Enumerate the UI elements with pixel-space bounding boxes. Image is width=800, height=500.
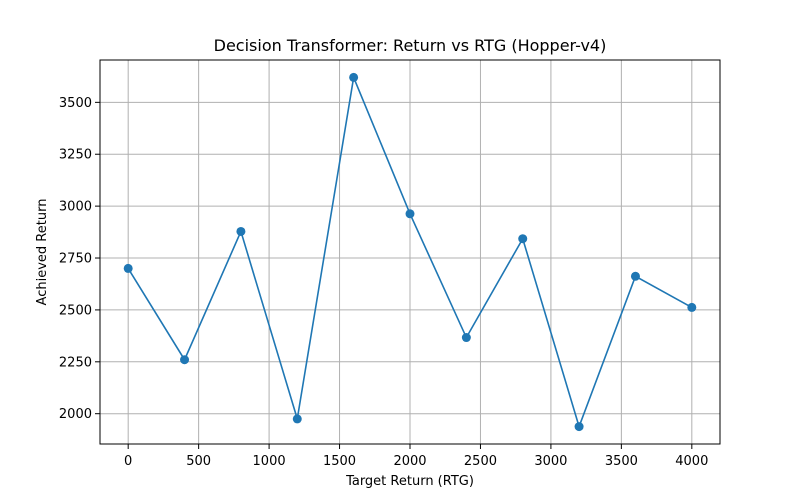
x-axis-ticks: 0 500 1000 1500 2000 2500 3000 3500 4000 bbox=[124, 444, 708, 469]
x-tick-label: 1500 bbox=[323, 454, 356, 469]
x-tick-label: 500 bbox=[186, 454, 211, 469]
y-tick-label: 3500 bbox=[59, 96, 92, 111]
chart-title: Decision Transformer: Return vs RTG (Hop… bbox=[214, 36, 607, 55]
y-tick-label: 2250 bbox=[59, 355, 92, 370]
y-tick-label: 3000 bbox=[59, 200, 92, 215]
data-point-2 bbox=[236, 226, 246, 236]
data-point-4 bbox=[349, 72, 359, 82]
grid bbox=[100, 60, 720, 444]
x-tick-label: 2500 bbox=[464, 454, 497, 469]
x-tick-label: 3000 bbox=[534, 454, 567, 469]
x-tick-label: 4000 bbox=[675, 454, 708, 469]
data-points bbox=[123, 72, 697, 432]
y-tick-label: 2500 bbox=[59, 303, 92, 318]
x-tick-label: 0 bbox=[124, 454, 132, 469]
x-axis-label: Target Return (RTG) bbox=[345, 474, 474, 489]
x-tick-label: 2000 bbox=[393, 454, 426, 469]
data-point-0 bbox=[123, 263, 133, 273]
data-point-6 bbox=[461, 333, 471, 343]
y-axis-label: Achieved Return bbox=[35, 199, 50, 306]
data-point-8 bbox=[574, 422, 584, 432]
y-tick-label: 2750 bbox=[59, 252, 92, 267]
y-tick-label: 2000 bbox=[59, 407, 92, 422]
x-tick-label: 1000 bbox=[253, 454, 286, 469]
y-tick-label: 3250 bbox=[59, 148, 92, 163]
data-point-1 bbox=[180, 355, 190, 365]
data-point-9 bbox=[630, 271, 640, 281]
y-axis-ticks: 2000 2250 2500 2750 3000 3250 3500 bbox=[59, 96, 100, 422]
data-point-3 bbox=[292, 414, 302, 424]
data-point-10 bbox=[687, 302, 697, 312]
data-point-5 bbox=[405, 209, 415, 219]
data-point-7 bbox=[518, 234, 528, 244]
x-tick-label: 3500 bbox=[605, 454, 638, 469]
